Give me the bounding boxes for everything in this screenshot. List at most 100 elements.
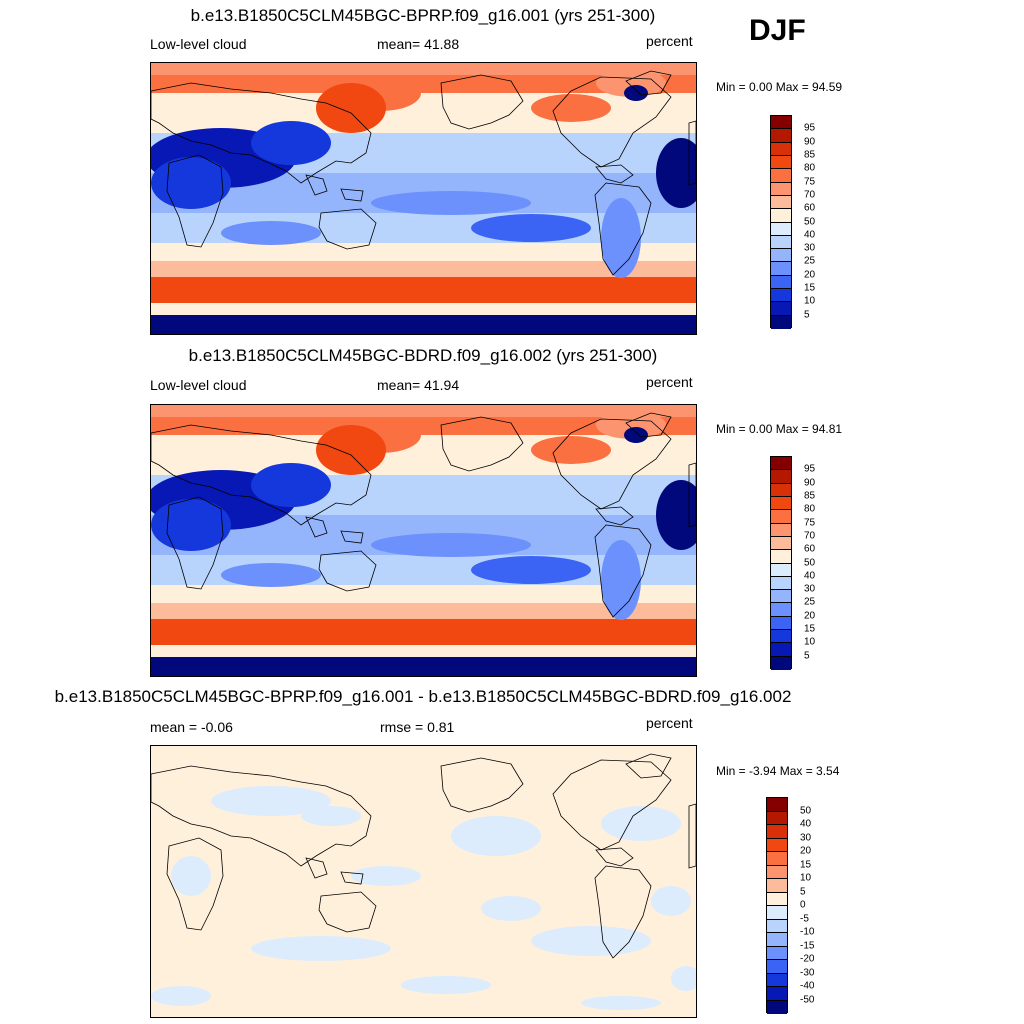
colorbar-swatch (767, 960, 787, 974)
colorbar-tick-label: 90 (804, 477, 816, 489)
colorbar-swatch (771, 536, 791, 551)
colorbar-swatch (771, 630, 791, 644)
colorbar-swatch (771, 496, 791, 511)
colorbar-tick-label: 30 (804, 583, 816, 595)
colorbar-swatch (771, 142, 791, 156)
colorbar-tick-label: 50 (804, 216, 816, 227)
colorbar-tick-label: 85 (804, 149, 816, 161)
colorbar-tick-label: 10 (804, 295, 816, 307)
colorbar-swatch (767, 879, 787, 893)
colorbar-tick-label: 30 (800, 832, 812, 843)
colorbar-swatch (767, 838, 787, 852)
colorbar-tick-label: 60 (804, 543, 816, 555)
colorbar-swatch (771, 550, 791, 564)
colorbar-swatch (767, 852, 787, 866)
colorbar-tick-label: 70 (804, 189, 816, 201)
colorbar-swatch (771, 563, 791, 577)
colorbar-swatch (771, 155, 791, 170)
colorbar-swatch (771, 289, 791, 303)
colorbar-tick-label: 15 (804, 282, 816, 294)
panel3-mean: mean = -0.06 (150, 719, 233, 735)
colorbar-tick-label: -20 (800, 953, 815, 965)
colorbar-swatch (767, 892, 787, 906)
colorbar-tick-label: 20 (804, 610, 816, 622)
colorbar-swatch (771, 315, 791, 329)
map-field (151, 63, 696, 334)
colorbar-tick-label: 95 (804, 463, 816, 475)
colorbar-swatch (767, 946, 787, 960)
panel2-variable: Low-level cloud (150, 377, 247, 393)
colorbar-swatch (771, 262, 791, 276)
colorbar-swatch (771, 457, 791, 471)
colorbar-tick-label: -40 (800, 980, 815, 992)
colorbar-swatch (771, 249, 791, 263)
panel3-colorbar: 50 40 30 20 15 10 5 0 -5 -10 -15 -20 -30 -40 -50 (766, 797, 826, 1014)
panel2-units: percent (646, 374, 693, 390)
colorbar-swatch (771, 209, 791, 223)
colorbar-tick-label: 70 (804, 530, 816, 542)
colorbar-swatch (767, 865, 787, 879)
panel3-rmse: rmse = 0.81 (380, 719, 455, 735)
colorbar-tick-label: 10 (800, 872, 812, 884)
colorbar-swatch (771, 470, 791, 484)
colorbar-swatch (771, 302, 791, 316)
colorbar-tick-label: 20 (800, 845, 812, 857)
colorbar-tick-label: 80 (804, 503, 816, 515)
colorbar-swatch (767, 933, 787, 947)
colorbar-swatch (771, 576, 791, 591)
colorbar-tick-label: 0 (800, 899, 806, 911)
panel1-minmax: Min = 0.00 Max = 94.59 (716, 80, 843, 94)
colorbar-swatch (771, 235, 791, 250)
colorbar-swatch (771, 510, 791, 524)
colorbar-swatch (767, 825, 787, 839)
panel1-units: percent (646, 33, 693, 49)
panel2-map (150, 404, 697, 677)
colorbar-tick-label: 20 (804, 269, 816, 281)
colorbar-tick-label: 5 (800, 886, 806, 897)
colorbar-tick-label: 80 (804, 162, 816, 174)
colorbar-tick-label: 15 (800, 859, 812, 870)
panel2-mean: mean= 41.94 (377, 377, 460, 393)
colorbar-swatch (767, 798, 787, 812)
colorbar-swatch (771, 275, 791, 290)
panel1-colorbar: 95 90 85 80 75 70 60 50 40 30 25 20 15 10 5 (770, 115, 830, 329)
season-label: DJF (749, 14, 806, 47)
colorbar-tick-label: -50 (800, 994, 815, 1005)
colorbar-tick-label: -5 (800, 913, 809, 924)
colorbar-tick-label: 75 (804, 176, 816, 188)
colorbar-tick-label: 30 (804, 242, 816, 254)
colorbar-tick-label: 40 (800, 818, 812, 830)
colorbar-swatch (771, 603, 791, 617)
colorbar-tick-label: 90 (804, 136, 816, 148)
panel2-minmax: Min = 0.00 Max = 94.81 (716, 422, 843, 436)
panel2-colorbar: 95 90 85 80 75 70 60 50 40 30 25 20 15 10 5 (770, 456, 830, 670)
panel1-title: b.e13.B1850C5CLM45BGC-BPRP.f09_g16.001 (… (190, 6, 656, 25)
colorbar-swatch (771, 169, 791, 183)
colorbar-tick-label: -15 (800, 940, 815, 951)
colorbar-swatch (771, 195, 791, 210)
map-field (151, 405, 696, 676)
colorbar-tick-label: 40 (804, 229, 816, 241)
colorbar-swatch (767, 811, 787, 825)
colorbar-tick-label: 5 (804, 309, 810, 321)
colorbar-swatches (766, 797, 788, 1014)
colorbar-tick-label: 75 (804, 517, 816, 529)
panel1-mean: mean= 41.88 (377, 36, 460, 52)
colorbar-swatch (767, 1000, 787, 1014)
colorbar-swatch (771, 116, 791, 130)
colorbar-swatch (771, 656, 791, 670)
colorbar-swatch (767, 919, 787, 933)
panel2-title: b.e13.B1850C5CLM45BGC-BDRD.f09_g16.002 (… (188, 346, 658, 365)
colorbar-swatch (771, 182, 791, 196)
panel3-map (150, 745, 697, 1018)
map-field (151, 746, 696, 1017)
colorbar-swatch (771, 523, 791, 537)
colorbar-tick-label: -30 (800, 967, 815, 978)
colorbar-tick-label: 60 (804, 202, 816, 214)
panel3-minmax: Min = -3.94 Max = 3.54 (716, 764, 840, 778)
colorbar-tick-label: 15 (804, 623, 816, 635)
colorbar-tick-label: 50 (804, 557, 816, 568)
colorbar-tick-label: 25 (804, 255, 816, 267)
panel3-units: percent (646, 715, 693, 731)
colorbar-tick-label: 10 (804, 636, 816, 648)
